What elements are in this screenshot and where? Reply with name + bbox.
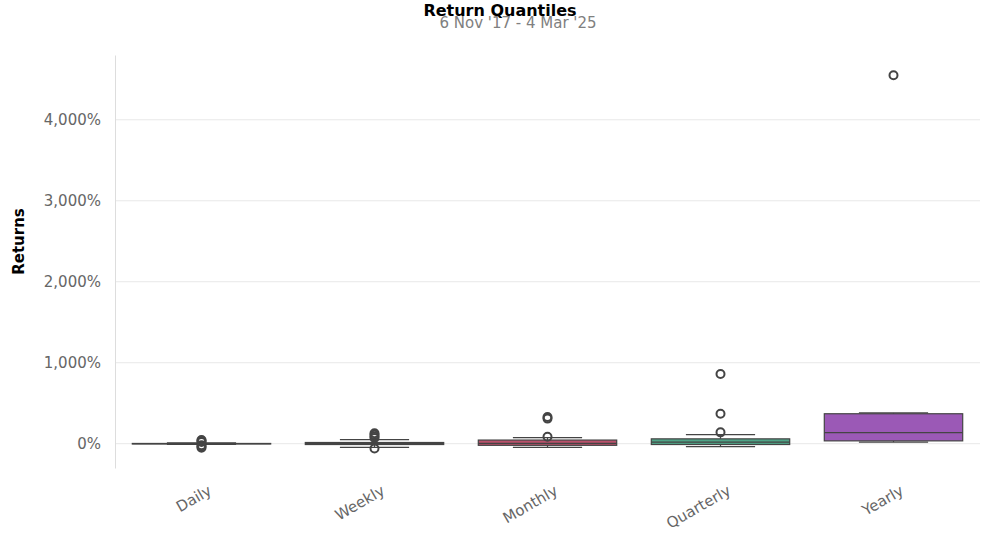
median	[478, 443, 616, 444]
whisker-cap-high	[513, 437, 582, 438]
y-tick-label: 4,000%	[44, 111, 101, 129]
whisker-cap-high	[686, 434, 755, 435]
box-group	[305, 429, 443, 452]
y-axis: 0% 1,000% 2,000% 3,000% 4,000%	[44, 56, 116, 469]
y-tick: 0%	[77, 435, 115, 453]
x-tick: Weekly	[332, 468, 388, 524]
chart-svg: Return Quantiles6 Nov '17 - 4 Mar '25Ret…	[0, 0, 1000, 555]
y-tick: 3,000%	[44, 192, 115, 210]
outlier	[717, 410, 725, 418]
whisker-cap-low	[340, 447, 409, 448]
boxes	[132, 71, 962, 452]
y-tick: 2,000%	[44, 273, 115, 291]
y-tick: 1,000%	[44, 354, 115, 372]
outlier	[371, 445, 379, 453]
grid-line	[115, 200, 980, 201]
outlier	[544, 433, 552, 441]
x-tick: Yearly	[858, 468, 907, 520]
chart-container: Return Quantiles6 Nov '17 - 4 Mar '25Ret…	[0, 0, 1000, 555]
x-tick-label: Weekly	[332, 481, 388, 524]
grid-line	[115, 281, 980, 282]
x-tick-label: Yearly	[858, 481, 907, 520]
outlier	[890, 71, 898, 79]
y-tick: 4,000%	[44, 111, 115, 129]
whisker-cap-low	[859, 441, 928, 442]
x-tick: Quarterly	[663, 468, 734, 533]
box-group	[132, 436, 270, 452]
y-tick-label: 0%	[77, 435, 101, 453]
outlier	[198, 436, 206, 444]
whisker-cap-low	[513, 447, 582, 448]
outlier	[717, 428, 725, 436]
grid-line	[115, 362, 980, 363]
x-tick-label: Daily	[173, 481, 215, 516]
box	[651, 439, 789, 445]
outlier	[198, 437, 206, 445]
outlier	[544, 413, 552, 421]
subtitle: 6 Nov '17 - 4 Mar '25	[439, 14, 596, 32]
y-axis-title: Returns	[10, 208, 28, 275]
box-group	[824, 71, 962, 442]
whisker-cap-low	[686, 446, 755, 447]
grid	[115, 120, 980, 444]
y-axis-line	[115, 56, 116, 469]
y-tick-label: 2,000%	[44, 273, 101, 291]
outlier	[371, 429, 379, 437]
box-group	[478, 413, 616, 447]
median	[824, 432, 962, 433]
x-tick-label: Quarterly	[663, 481, 734, 532]
x-tick: Daily	[173, 468, 215, 516]
y-tick-label: 3,000%	[44, 192, 101, 210]
x-tick: Monthly	[500, 468, 561, 527]
box	[824, 414, 962, 441]
median	[651, 441, 789, 442]
x-tick-label: Monthly	[500, 481, 561, 527]
box-group	[651, 370, 789, 446]
grid-line	[115, 119, 980, 120]
y-tick-label: 1,000%	[44, 354, 101, 372]
x-axis: Daily Weekly Monthly Quarterly Yearly	[173, 468, 907, 533]
outlier	[717, 370, 725, 378]
